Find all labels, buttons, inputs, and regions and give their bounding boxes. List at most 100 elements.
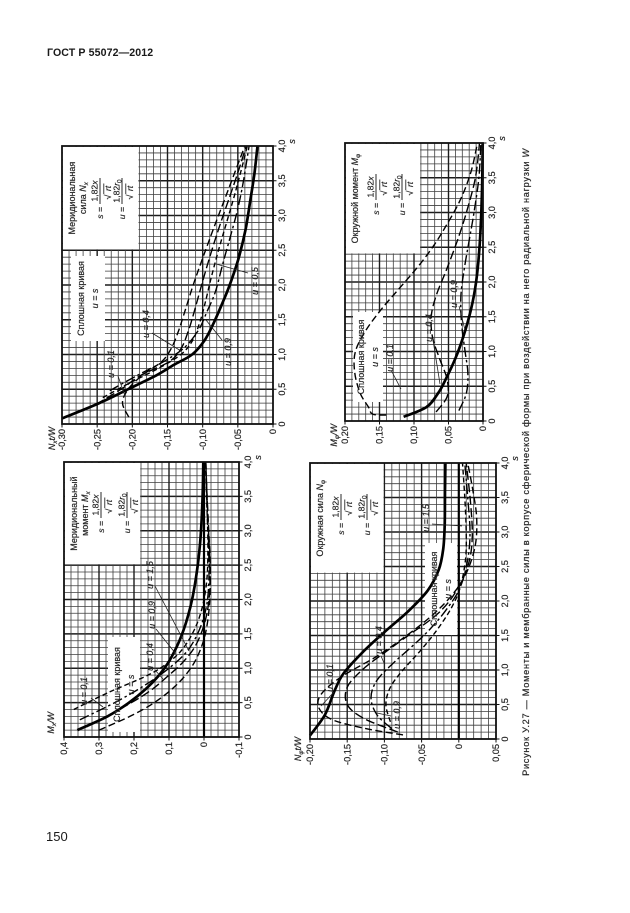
svg-text:√: √ <box>344 510 354 515</box>
svg-text:3,5: 3,5 <box>277 174 287 187</box>
svg-text:1,5: 1,5 <box>500 629 510 642</box>
svg-text:u = 0,9: u = 0,9 <box>147 601 157 629</box>
svg-text:Сплошная кривая: Сплошная кривая <box>76 261 86 336</box>
svg-text:сила Nx: сила Nx <box>78 181 90 214</box>
svg-text:0,1: 0,1 <box>164 742 174 755</box>
svg-text:0,05: 0,05 <box>491 744 501 762</box>
svg-text:2,5: 2,5 <box>277 244 287 257</box>
svg-text:4,0: 4,0 <box>500 457 510 470</box>
svg-text:Сплошная кривая: Сплошная кривая <box>356 319 366 394</box>
svg-text:rt: rt <box>344 501 354 507</box>
svg-text:2,0: 2,0 <box>487 276 497 289</box>
svg-text:-0,05: -0,05 <box>417 744 427 765</box>
svg-text:0: 0 <box>454 744 464 749</box>
svg-text:1,0: 1,0 <box>487 345 497 358</box>
svg-text:0,4: 0,4 <box>59 742 69 755</box>
svg-text:0: 0 <box>487 418 497 423</box>
svg-text:u = s: u = s <box>90 288 100 308</box>
svg-text:u = 0,9: u = 0,9 <box>449 280 459 308</box>
svg-text:u = 1,5: u = 1,5 <box>421 503 431 532</box>
svg-text:0,2: 0,2 <box>129 742 139 755</box>
svg-text:s: s <box>253 455 263 460</box>
svg-text:2,0: 2,0 <box>243 593 253 606</box>
svg-text:u = s: u = s <box>370 347 380 367</box>
svg-text:s =: s = <box>95 207 105 219</box>
svg-text:-0,10: -0,10 <box>380 744 390 765</box>
svg-text:u = 0,5: u = 0,5 <box>250 266 260 295</box>
svg-text:u =: u = <box>362 523 372 535</box>
svg-text:s: s <box>510 456 520 461</box>
svg-text:√: √ <box>370 510 380 515</box>
svg-text:u = 0,1: u = 0,1 <box>79 677 89 705</box>
svg-text:u =: u = <box>122 521 132 533</box>
svg-text:u =: u = <box>397 203 407 215</box>
svg-text:0,20: 0,20 <box>340 426 350 444</box>
svg-text:Меридиональный: Меридиональный <box>69 476 79 550</box>
svg-text:u = 0,4: u = 0,4 <box>145 643 155 671</box>
svg-text:2,0: 2,0 <box>277 279 287 292</box>
svg-text:√: √ <box>405 190 415 195</box>
svg-text:s =: s = <box>371 203 381 215</box>
svg-text:u = 0,1: u = 0,1 <box>106 350 116 378</box>
svg-text:√: √ <box>103 194 113 199</box>
svg-text:1,82x: 1,82x <box>91 494 101 516</box>
svg-text:Меридиональная: Меридиональная <box>67 162 77 235</box>
svg-text:момент Mx: момент Mx <box>80 490 92 535</box>
svg-text:rt: rt <box>104 499 114 505</box>
svg-text:2,0: 2,0 <box>500 595 510 608</box>
svg-text:Сплошная кривая: Сплошная кривая <box>429 551 439 626</box>
svg-text:u =: u = <box>117 207 127 219</box>
svg-text:0: 0 <box>268 429 278 434</box>
svg-text:3,0: 3,0 <box>487 206 497 219</box>
svg-text:rt: rt <box>103 185 113 191</box>
svg-text:s =: s = <box>336 523 346 535</box>
svg-text:Окружная сила Nφ: Окружная сила Nφ <box>315 480 327 557</box>
svg-text:√: √ <box>379 190 389 195</box>
svg-text:u = 1,5: u = 1,5 <box>145 560 155 589</box>
svg-text:u = s: u = s <box>443 579 453 599</box>
svg-text:s: s <box>497 136 507 141</box>
svg-text:-0,20: -0,20 <box>128 429 138 450</box>
svg-text:1,82r0: 1,82r0 <box>112 179 124 203</box>
svg-text:rt: rt <box>370 501 380 507</box>
svg-text:1,82x: 1,82x <box>331 496 341 518</box>
svg-text:2,5: 2,5 <box>487 241 497 254</box>
svg-text:1,5: 1,5 <box>487 310 497 323</box>
svg-text:-0,30: -0,30 <box>57 429 67 450</box>
svg-text:Nφt/W: Nφt/W <box>293 735 305 761</box>
svg-text:4,0: 4,0 <box>487 137 497 150</box>
svg-text:-0,05: -0,05 <box>233 429 243 450</box>
svg-text:rt: rt <box>130 499 140 505</box>
svg-text:Mφ/W: Mφ/W <box>329 422 341 446</box>
svg-text:rt: rt <box>125 185 135 191</box>
svg-text:2,5: 2,5 <box>500 560 510 573</box>
svg-text:3,0: 3,0 <box>277 209 287 222</box>
svg-text:Mx/W: Mx/W <box>46 710 58 733</box>
svg-text:u = 0,4: u = 0,4 <box>374 626 384 654</box>
svg-text:1,82x: 1,82x <box>90 180 100 202</box>
svg-text:√: √ <box>130 508 140 513</box>
svg-text:u = 0,1: u = 0,1 <box>325 664 335 692</box>
svg-text:0,5: 0,5 <box>487 380 497 393</box>
svg-text:-0,15: -0,15 <box>342 744 352 765</box>
svg-text:1,0: 1,0 <box>243 662 253 675</box>
svg-text:u = s: u = s <box>126 674 136 694</box>
svg-text:3,5: 3,5 <box>500 491 510 504</box>
svg-text:3,0: 3,0 <box>500 526 510 539</box>
svg-text:0,5: 0,5 <box>277 383 287 396</box>
svg-text:1,82r0: 1,82r0 <box>392 175 404 199</box>
svg-text:0: 0 <box>277 421 287 426</box>
svg-text:0,3: 0,3 <box>94 742 104 755</box>
svg-text:0,05: 0,05 <box>444 426 454 444</box>
svg-text:s: s <box>287 139 297 144</box>
svg-text:-0,20: -0,20 <box>305 744 315 765</box>
svg-text:s =: s = <box>96 521 106 533</box>
svg-text:u = 0,4: u = 0,4 <box>141 310 151 338</box>
svg-text:√: √ <box>104 508 114 513</box>
svg-text:rt: rt <box>379 181 389 187</box>
svg-text:0,5: 0,5 <box>500 698 510 711</box>
svg-text:Сплошная кривая: Сплошная кривая <box>112 647 122 722</box>
svg-text:u = 0,9: u = 0,9 <box>223 338 233 366</box>
svg-text:1,82r0: 1,82r0 <box>117 493 129 517</box>
svg-text:-0,10: -0,10 <box>198 429 208 450</box>
